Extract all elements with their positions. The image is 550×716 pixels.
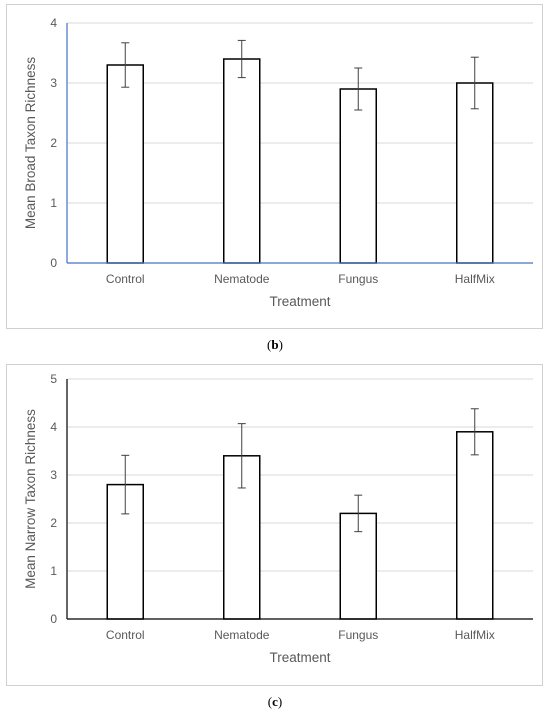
chart-b-x-axis-title: Treatment [269,294,330,309]
chart-b: 0 1 2 3 4 Control Nematode Fungus HalfMix Treatme… [23,16,533,309]
chart-panel-c: 0 1 2 3 4 5 Control Nematode Fungus HalfMix Treatm… [6,364,543,686]
caption-b: (b) [267,337,283,352]
chart-c-x-axis-title: Treatment [269,650,330,665]
chart-c-x-tick-label: Fungus [338,628,378,642]
caption-b-label: b [271,337,279,352]
chart-c-y-tick-label: 5 [50,372,57,386]
chart-b-x-tick-label: Fungus [338,272,378,286]
chart-c: 0 1 2 3 4 5 Control Nematode Fungus HalfMix Treatm… [23,372,533,665]
chart-b-y-tick-label: 1 [50,196,57,210]
chart-b-bar-fungus [339,88,377,264]
chart-c-y-tick-label: 1 [50,564,57,578]
caption-c-label: c [272,694,278,709]
chart-c-x-tick-label: HalfMix [455,628,495,642]
chart-b-y-tick-label: 3 [50,76,57,90]
chart-c-y-tick-label: 0 [50,612,57,626]
chart-b-y-tick-label: 2 [50,136,57,150]
chart-b-bar-control [106,64,144,264]
caption-c: (c) [267,694,283,709]
chart-c-x-tick-label: Control [106,628,145,642]
chart-c-y-tick-label: 4 [50,420,57,434]
chart-b-x-tick-label: HalfMix [455,272,495,286]
chart-b-x-tick-label: Nematode [214,272,270,286]
chart-c-y-tick-label: 2 [50,516,57,530]
chart-b-bar-halfmix [456,82,494,264]
chart-b-y-tick-label: 0 [50,256,57,270]
chart-b-y-axis-title: Mean Broad Taxon Richness [23,57,38,230]
chart-b-y-tick-label: 4 [50,16,57,30]
chart-panel-b: 0 1 2 3 4 Control Nematode Fungus HalfMix Treatme… [6,4,543,329]
chart-b-bar-nematode [223,58,261,264]
chart-c-x-tick-label: Nematode [214,628,270,642]
chart-b-x-tick-label: Control [106,272,145,286]
chart-c-y-axis-title: Mean Narrow Taxon Richness [23,409,38,589]
chart-c-bar-halfmix [456,431,494,620]
chart-c-y-tick-label: 3 [50,468,57,482]
